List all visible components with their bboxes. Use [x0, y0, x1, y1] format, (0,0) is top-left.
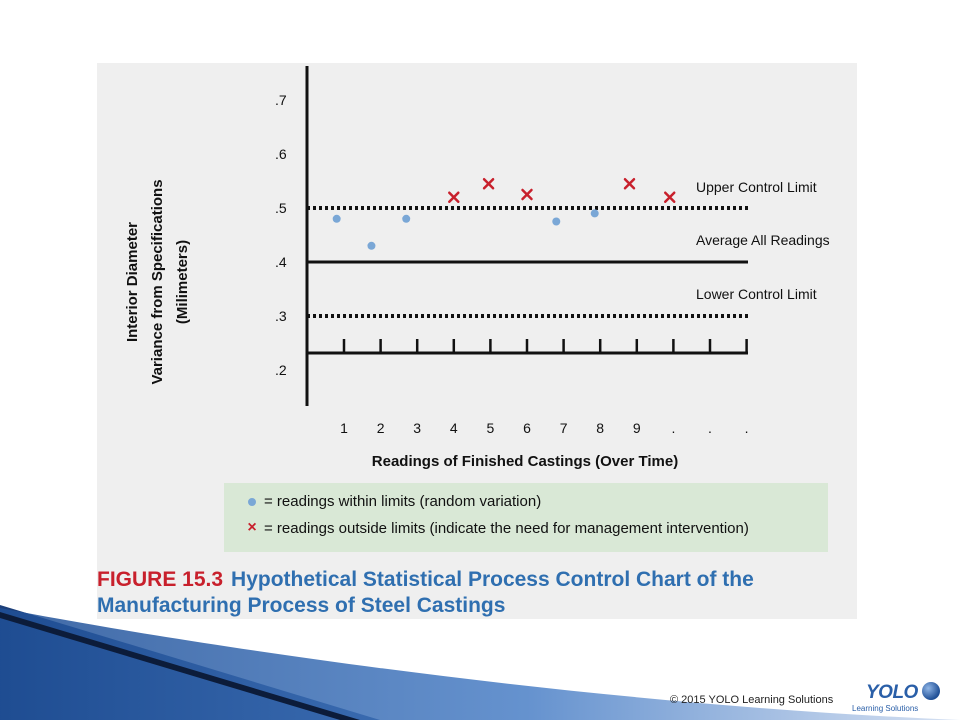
x-tick-label: 3: [413, 420, 421, 436]
figure-caption: Hypothetical Statistical Process Control…: [97, 568, 754, 617]
x-tick-label: 5: [487, 420, 495, 436]
data-point-within: [402, 214, 411, 223]
x-tick-label: 8: [596, 420, 604, 436]
y-tick-label: .3: [275, 308, 287, 324]
dot-marker-icon: [248, 498, 256, 506]
x-tick-label: .: [671, 420, 675, 436]
data-point-outside: [521, 188, 533, 201]
data-point-within: [552, 217, 561, 226]
data-point-within: [590, 209, 599, 218]
reference-line-label: Upper Control Limit: [696, 179, 817, 195]
legend: = readings within limits (random variati…: [224, 483, 828, 552]
y-axis-label-line-2: Variance from Specifications: [149, 179, 166, 385]
copyright-text: © 2015 YOLO Learning Solutions: [670, 694, 834, 706]
data-point-outside: [482, 177, 495, 190]
figure-title: FIGURE 15.3 Hypothetical Statistical Proc…: [97, 567, 837, 619]
logo-text: YOLO: [866, 682, 918, 703]
globe-icon: [922, 682, 940, 700]
reference-line-label: Lower Control Limit: [696, 286, 817, 302]
legend-item-within: = readings within limits (random variati…: [244, 493, 541, 510]
x-tick-label: 7: [560, 420, 568, 436]
data-point-outside: [623, 177, 636, 190]
reference-line-label: Average All Readings: [696, 232, 830, 248]
y-axis-label-line-3: (Milimeters): [174, 239, 191, 325]
y-tick-label: .2: [275, 362, 287, 378]
x-tick-label: 2: [377, 420, 385, 436]
yolo-logo: YOLO Learning Solutions: [850, 680, 942, 716]
y-axis-label: Interior Diameter Variance from Specific…: [120, 160, 230, 404]
legend-item-outside: × = readings outside limits (indicate th…: [244, 519, 749, 537]
x-tick-label: 6: [523, 420, 531, 436]
data-point-outside: [663, 191, 676, 203]
logo-subtitle: Learning Solutions: [852, 704, 919, 713]
x-tick-label: 9: [633, 420, 641, 436]
legend-text-outside: = readings outside limits (indicate the …: [264, 519, 749, 537]
figure-number: FIGURE 15.3: [97, 568, 224, 591]
x-tick-label: .: [708, 420, 712, 436]
x-tick-label: 4: [450, 420, 458, 436]
y-tick-label: .7: [275, 92, 287, 108]
x-tick-label: 1: [340, 420, 348, 436]
legend-text-within: = readings within limits (random variati…: [264, 493, 542, 510]
data-point-outside: [448, 191, 460, 203]
y-tick-label: .6: [275, 146, 287, 162]
x-marker-icon: ×: [247, 519, 257, 536]
x-axis-label: Readings of Finished Castings (Over Time…: [371, 453, 679, 470]
y-axis-label-line-1: Interior Diameter: [124, 221, 141, 343]
data-point-within: [332, 214, 341, 223]
y-tick-label: .5: [275, 200, 287, 216]
x-tick-label: .: [745, 420, 749, 436]
y-tick-label: .4: [275, 254, 287, 270]
data-point-within: [367, 241, 376, 250]
